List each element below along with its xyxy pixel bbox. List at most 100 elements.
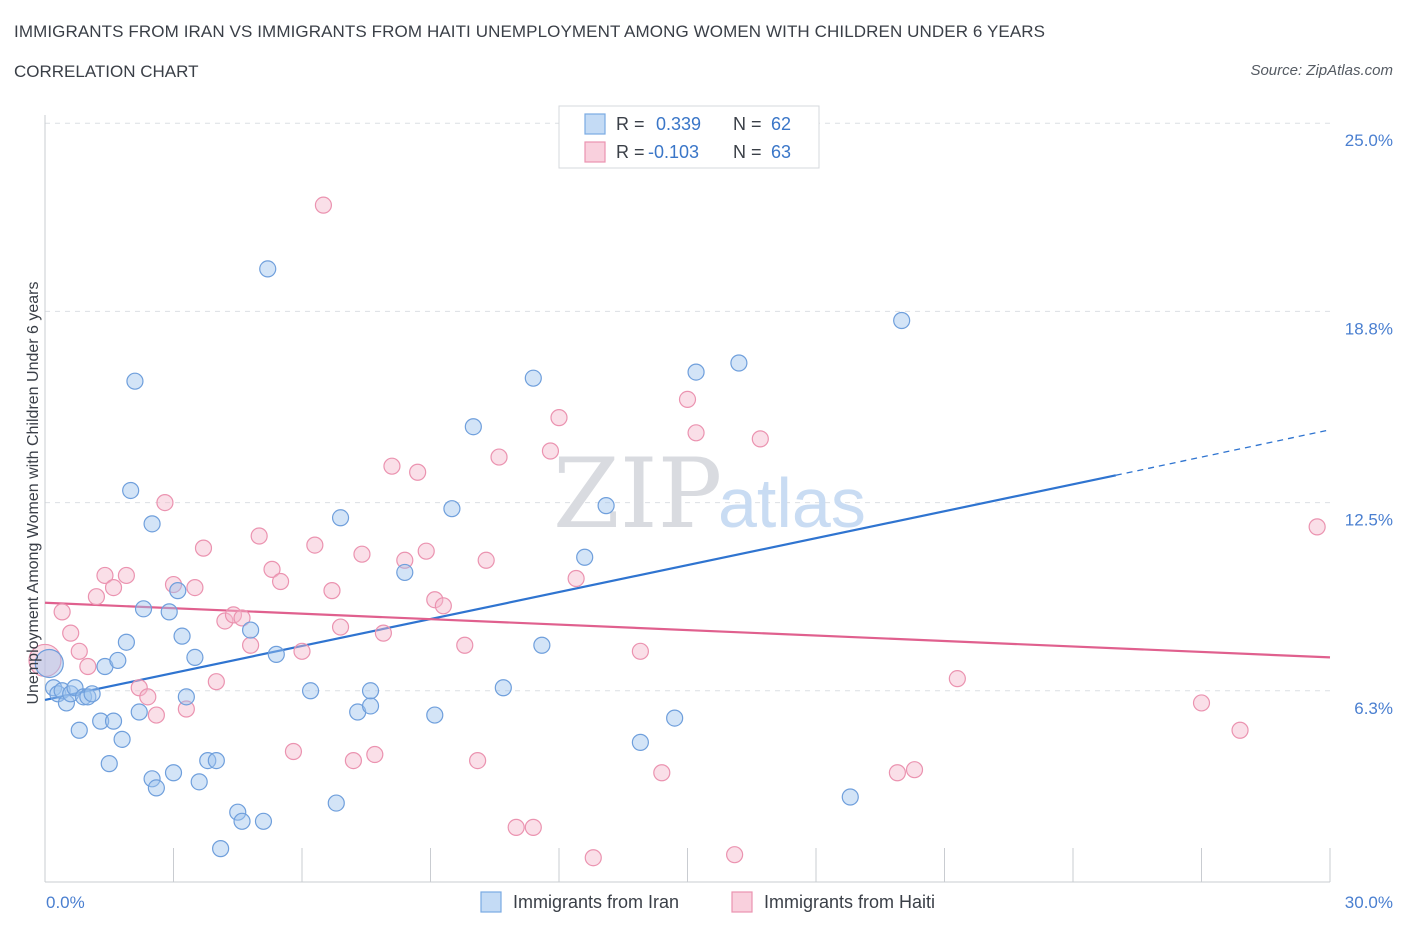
tick-labels: 6.3% 12.5% 18.8% 25.0% 0.0% 30.0%: [46, 131, 1393, 912]
iran-point: [301, 682, 320, 700]
iran-point: [242, 621, 260, 639]
iran-point: [117, 633, 135, 651]
haiti-point: [284, 742, 303, 761]
haiti-point: [62, 624, 80, 642]
haiti-point: [1231, 721, 1249, 739]
iran-point: [730, 354, 748, 372]
haiti-point: [353, 545, 371, 563]
haiti-point: [79, 657, 97, 676]
haiti-point: [426, 591, 444, 609]
haiti-point: [70, 642, 88, 660]
iran-point: [631, 733, 649, 751]
iran-point: [186, 648, 204, 666]
iran-point: [361, 697, 380, 715]
haiti-point: [456, 636, 474, 654]
haiti-point: [417, 542, 435, 560]
iran-point: [126, 372, 144, 390]
haiti-point: [507, 818, 525, 836]
haiti-point: [271, 572, 290, 591]
iran-point: [57, 694, 76, 712]
haiti-point: [726, 846, 744, 864]
trend-lines: [44, 429, 1331, 701]
legend-iran-swatch: [584, 113, 606, 135]
haiti-point: [584, 849, 602, 867]
haiti-point: [396, 551, 414, 569]
iran-point: [666, 709, 684, 727]
haiti-point: [550, 409, 568, 427]
iran-point: [597, 497, 615, 515]
watermark-zip: ZIP: [553, 438, 722, 550]
iran-point: [143, 515, 161, 533]
iran-point: [143, 770, 161, 788]
bottom-legend-haiti-label: Immigrants from Haiti: [764, 892, 935, 912]
iran-point: [331, 509, 350, 527]
haiti-point: [53, 603, 71, 621]
haiti-point: [177, 700, 195, 718]
haiti-point: [323, 582, 341, 600]
haiti-point: [383, 457, 401, 475]
iran-point: [122, 481, 140, 500]
iran-point: [70, 721, 88, 739]
iran-point: [464, 418, 482, 436]
iran-point: [494, 679, 512, 697]
source-credit: Source: ZipAtlas.com: [1250, 62, 1393, 79]
iran-points: [34, 260, 911, 858]
haiti-points: [28, 196, 1326, 867]
legend-iran-r-label: R =: [616, 114, 645, 134]
iran-point: [254, 812, 273, 830]
iran-point: [361, 682, 380, 700]
haiti-point: [233, 609, 251, 627]
legend-iran-n-value: 62: [771, 114, 791, 134]
iran-point: [83, 685, 101, 703]
haiti-point: [87, 588, 106, 606]
haiti-point: [156, 494, 174, 512]
iran-point: [113, 730, 131, 748]
haiti-point: [216, 612, 234, 630]
legend-haiti-r-value: -0.103: [648, 142, 699, 162]
iran-point: [134, 600, 153, 618]
haiti-point: [490, 448, 508, 466]
haiti-point: [751, 430, 769, 448]
haiti-point: [263, 560, 281, 578]
haiti-point: [905, 761, 924, 779]
iran-point: [92, 712, 110, 730]
haiti-point: [567, 569, 585, 588]
iran-point: [109, 651, 127, 670]
haiti-trend-line: [44, 601, 1331, 659]
haiti-point: [194, 539, 213, 557]
iran-trend-extension: [1115, 429, 1331, 476]
bottom-legend-iran-label: Immigrants from Iran: [513, 892, 679, 912]
haiti-point: [631, 642, 649, 660]
iran-point: [66, 679, 84, 697]
haiti-point: [130, 679, 148, 697]
haiti-point: [687, 424, 705, 442]
iran-point: [190, 773, 208, 791]
iran-point: [100, 755, 118, 773]
x-tick-label-min: 0.0%: [46, 893, 85, 912]
iran-point: [212, 840, 230, 858]
haiti-point: [524, 818, 542, 836]
iran-point: [576, 548, 594, 566]
iran-point: [164, 764, 183, 782]
iran-point: [169, 582, 187, 600]
iran-point: [893, 311, 911, 330]
iran-point: [443, 500, 461, 518]
haiti-point: [477, 551, 495, 569]
iran-point: [267, 645, 285, 663]
haiti-point: [434, 597, 452, 615]
haiti-point: [139, 688, 157, 706]
iran-point: [687, 363, 705, 381]
bottom-legend-haiti-swatch: [731, 891, 753, 913]
y-tick-label: 18.8%: [1345, 319, 1393, 338]
iran-point: [426, 706, 444, 724]
watermark-atlas: atlas: [718, 464, 866, 542]
legend-iran-r-value: 0.339: [656, 114, 701, 134]
legend-haiti-n-value: 63: [771, 142, 791, 162]
iran-point: [396, 563, 414, 582]
legend-haiti-swatch: [584, 141, 606, 163]
y-tick-label: 6.3%: [1354, 699, 1393, 718]
chart-title: IMMIGRANTS FROM IRAN VS IMMIGRANTS FROM …: [14, 22, 1046, 41]
y-tick-label: 25.0%: [1345, 131, 1393, 150]
haiti-point: [344, 751, 362, 770]
iran-point: [229, 803, 247, 821]
